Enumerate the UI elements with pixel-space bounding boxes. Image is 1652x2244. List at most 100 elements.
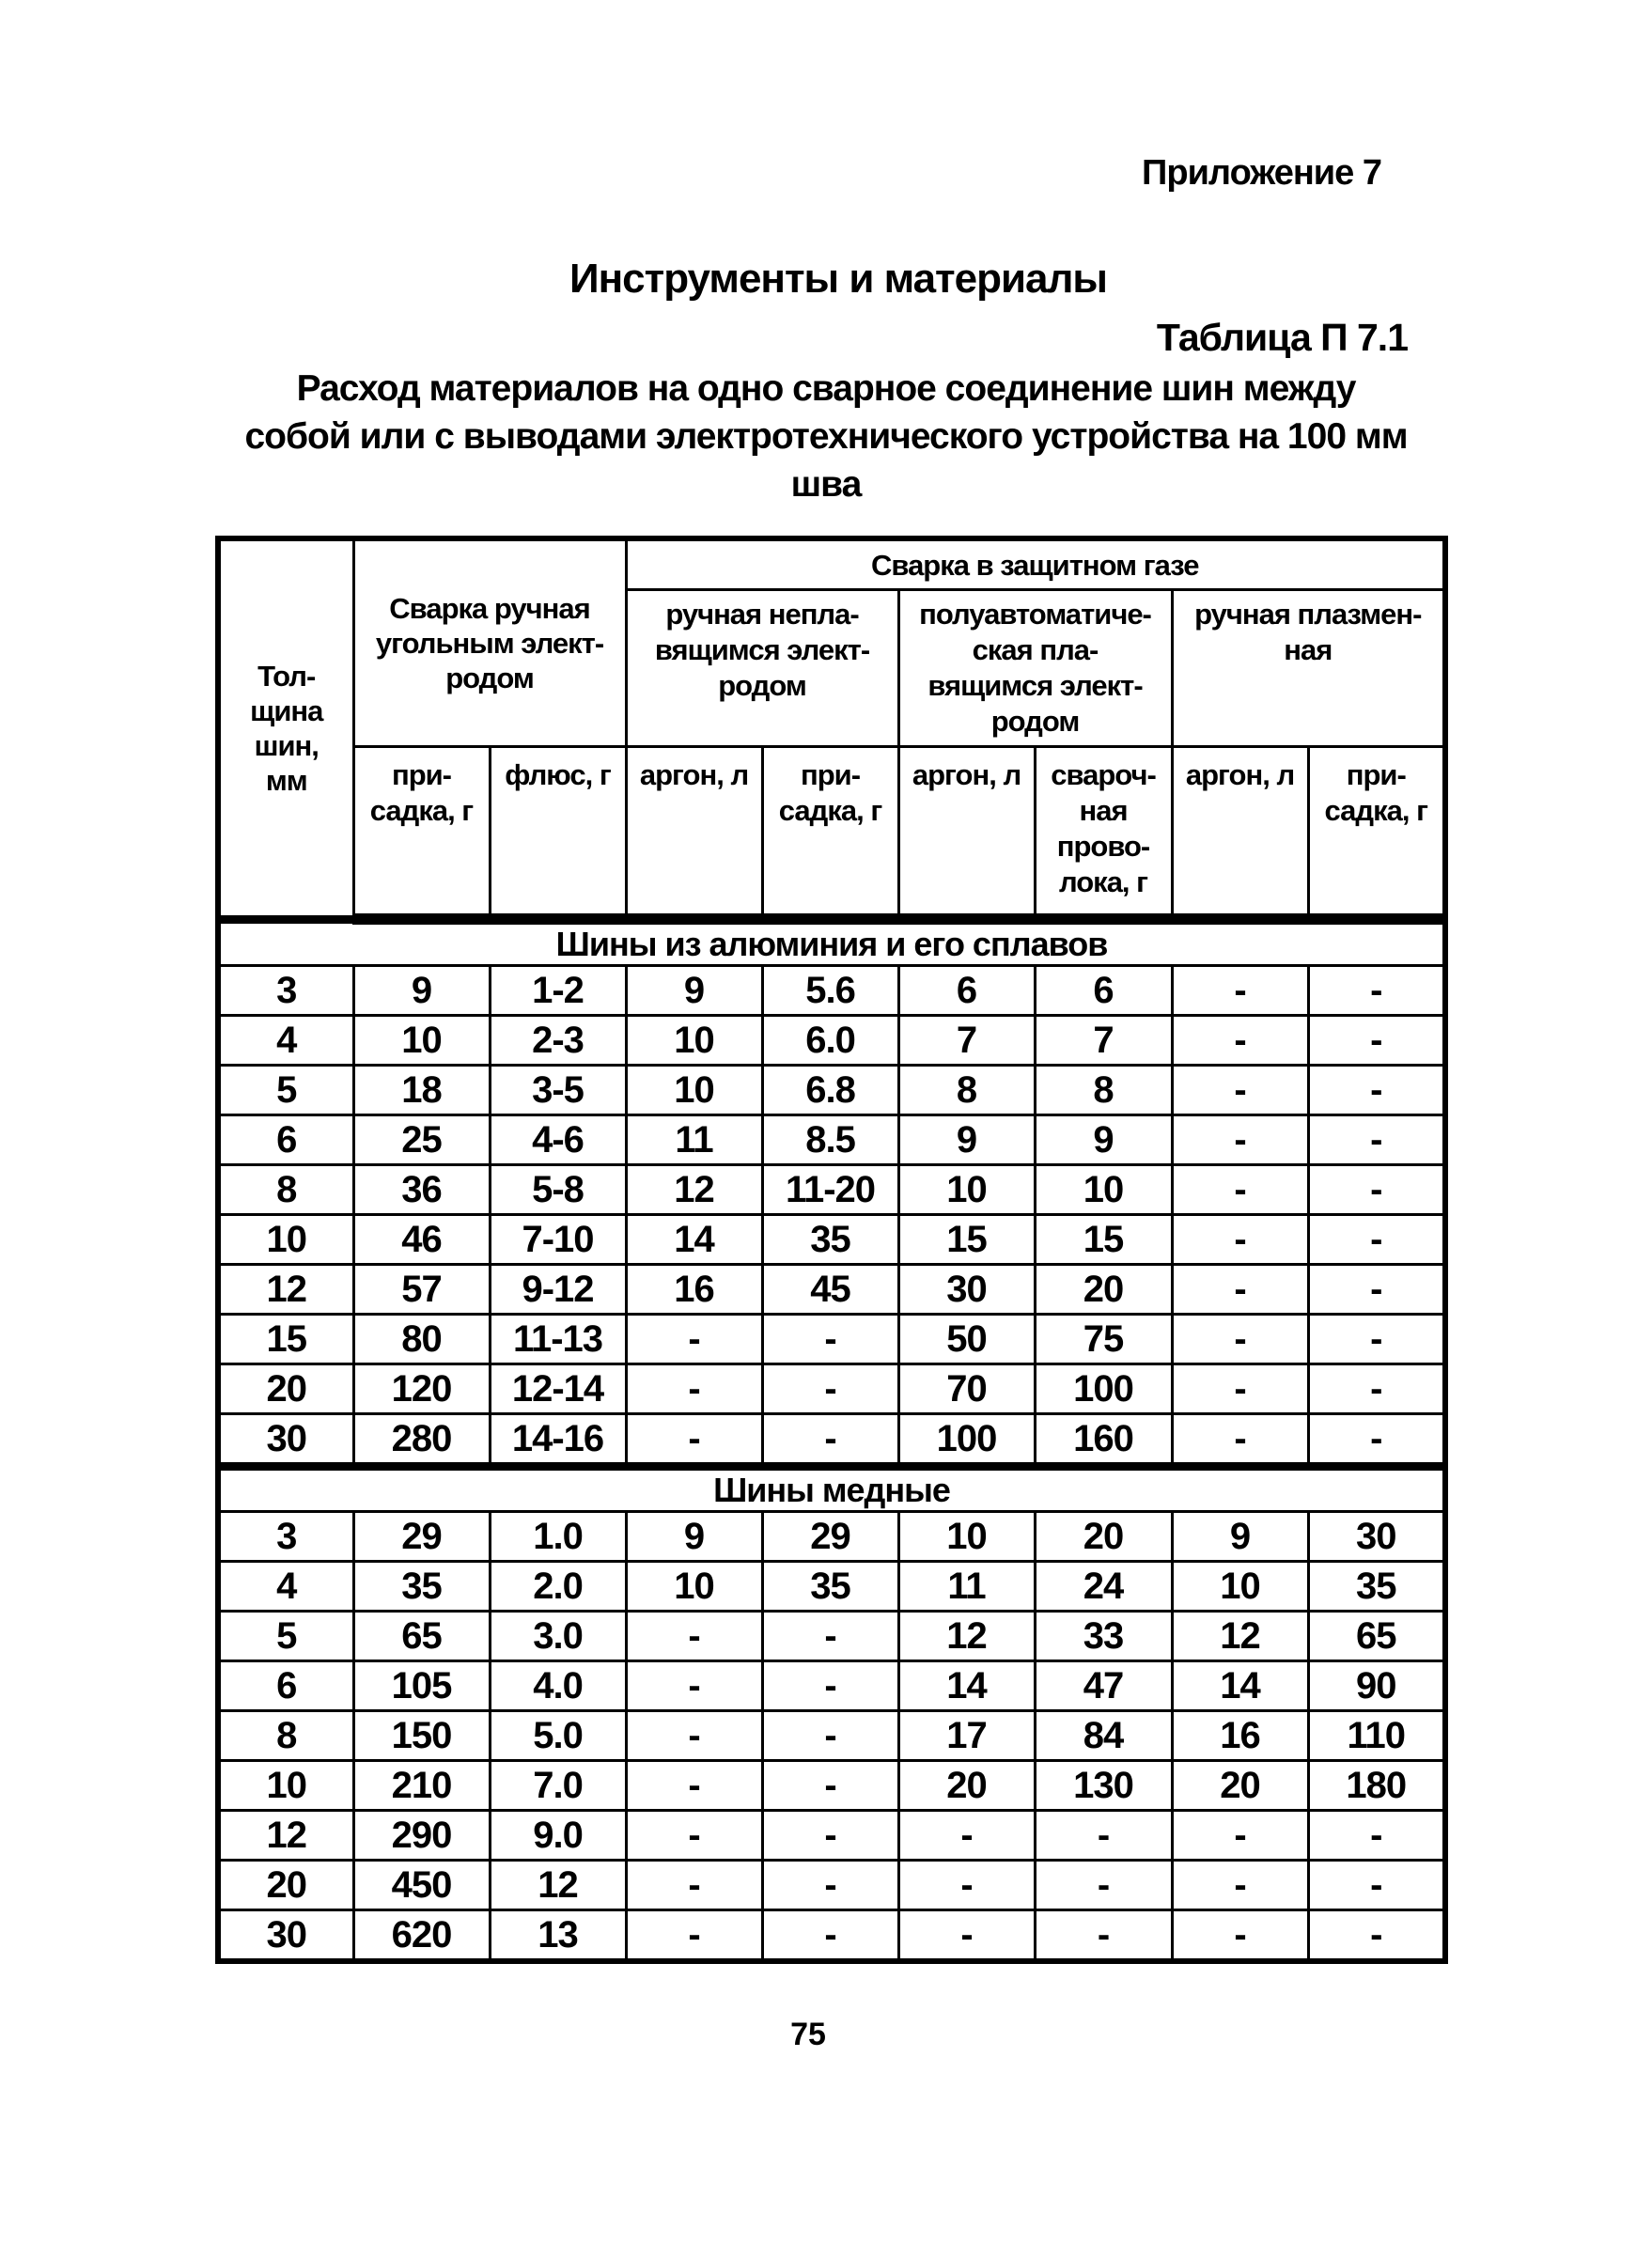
table-row: 30 280 14-16- -100 160- - — [216, 1412, 1447, 1468]
table-cell: 36 — [351, 1163, 491, 1216]
table-cell: - — [1033, 1859, 1174, 1911]
header-shielded-gas-welding: Сварка в защитном газе — [624, 537, 1447, 591]
table-cell: - — [1170, 964, 1310, 1017]
table-cell: 7-10 — [488, 1213, 628, 1266]
table-body: Шины из алюминия и его сплавов 3 9 1-2 9 5.6 6… — [216, 914, 1447, 1963]
table-cell: 450 — [351, 1859, 491, 1911]
table-number-label: Таблица П 7.1 — [1156, 316, 1409, 359]
table-row: 3 9 1-2 9 5.6 6 6- - — [216, 964, 1447, 1017]
table-cell: 5.6 — [760, 964, 900, 1017]
header-units-row: при- садка, г флюс, г аргон, л при- садк… — [218, 745, 1447, 925]
table-cell: 14 — [624, 1213, 764, 1266]
table-cell: 8 — [1033, 1064, 1174, 1116]
table-cell: 5-8 — [488, 1163, 628, 1216]
table-cell: - — [1170, 1363, 1310, 1415]
table-cell: - — [1170, 1213, 1310, 1266]
unit-header-cell: при- садка, г — [760, 745, 900, 925]
table-cell: 3.0 — [488, 1610, 628, 1662]
table-cell: 6 — [216, 1660, 355, 1712]
unit-header-cell: флюс, г — [488, 745, 628, 925]
table-cell: - — [896, 1859, 1036, 1911]
table-cell: 12 — [488, 1859, 628, 1911]
table-cell: - — [1170, 1412, 1310, 1468]
table-cell: - — [1170, 1263, 1310, 1316]
table-cell: 100 — [896, 1412, 1036, 1468]
table-cell: 15 — [1033, 1213, 1174, 1266]
header-manual-nonconsumable: ручная непла- вящимся элект- родом — [624, 588, 900, 748]
table-cell: - — [624, 1412, 764, 1468]
table-cell: 30 — [216, 1412, 355, 1468]
table-cell: 25 — [351, 1114, 491, 1166]
section-row: Шины медные — [216, 1462, 1447, 1513]
table-cell: 10 — [624, 1560, 764, 1613]
table-cell: 20 — [1033, 1510, 1174, 1563]
table-cell: 8.5 — [760, 1114, 900, 1166]
table-cell: 6 — [896, 964, 1036, 1017]
table-cell: - — [1170, 1809, 1310, 1862]
table-row: 12 57 9-12 16 45 30 20- - — [216, 1263, 1447, 1316]
table-cell: 6.0 — [760, 1014, 900, 1067]
section-row: Шины из алюминия и его сплавов — [216, 914, 1447, 967]
header-group-row: Тол- щина шин, мм Сварка ручная угольным… — [216, 537, 1447, 921]
table-cell: 12 — [1170, 1610, 1310, 1662]
table-cell: 9 — [896, 1114, 1036, 1166]
table-cell: 12-14 — [488, 1363, 628, 1415]
table-cell: 57 — [351, 1263, 491, 1316]
table-cell: 90 — [1306, 1660, 1447, 1712]
table-cell: 17 — [896, 1709, 1036, 1762]
page-number: 75 — [790, 2017, 826, 2052]
table-row: 6 25 4-6 11 8.5 9 9- - — [216, 1114, 1447, 1166]
unit-header-cell: при- садка, г — [1306, 745, 1447, 925]
table-cell: 9 — [1170, 1510, 1310, 1563]
table-cell: 35 — [1306, 1560, 1447, 1613]
table-cell: 8 — [896, 1064, 1036, 1116]
section-title: Шины медные — [216, 1462, 1447, 1513]
table-cell: 12 — [216, 1809, 355, 1862]
table-cell: - — [760, 1809, 900, 1862]
table-cell: - — [896, 1909, 1036, 1963]
table-cell: - — [760, 1313, 900, 1365]
table-cell: - — [1170, 1014, 1310, 1067]
table-cell: - — [1306, 964, 1447, 1017]
unit-header-cell: свароч- ная прово- лока, г — [1033, 745, 1174, 925]
table-cell: 9 — [1033, 1114, 1174, 1166]
table-cell: 30 — [896, 1263, 1036, 1316]
table-cell: - — [1306, 1313, 1447, 1365]
table-cell: 10 — [216, 1759, 355, 1812]
table-cell: 110 — [1306, 1709, 1447, 1762]
table-cell: 160 — [1033, 1412, 1174, 1468]
table-row: 8 150 5.0- -17 84 16 110 — [216, 1709, 1447, 1762]
table-cell: 10 — [624, 1064, 764, 1116]
table-header: Тол- щина шин, мм Сварка ручная угольным… — [216, 537, 1447, 925]
section-title: Шины из алюминия и его сплавов — [216, 914, 1447, 967]
table-cell: 4 — [216, 1560, 355, 1613]
table-cell: 130 — [1033, 1759, 1174, 1812]
table-cell: 1.0 — [488, 1510, 628, 1563]
table-cell: 15 — [896, 1213, 1036, 1266]
table-cell: 9 — [351, 964, 491, 1017]
table-cell: 20 — [1170, 1759, 1310, 1812]
table-cell: - — [624, 1363, 764, 1415]
table-cell: 80 — [351, 1313, 491, 1365]
table-cell: 3 — [216, 1510, 355, 1563]
table-row: 15 80 11-13- -50 75- - — [216, 1313, 1447, 1365]
table-cell: 5 — [216, 1064, 355, 1116]
table-subtitle: Расход материалов на одно сварное соедин… — [244, 368, 1408, 505]
table-cell: 12 — [216, 1263, 355, 1316]
table-cell: - — [624, 1759, 764, 1812]
document-title: Инструменты и материалы — [569, 256, 1108, 302]
table-cell: - — [1306, 1412, 1447, 1468]
table-cell: 6 — [1033, 964, 1174, 1017]
table-cell: - — [760, 1759, 900, 1812]
table-cell: 30 — [216, 1909, 355, 1963]
table-cell: 3-5 — [488, 1064, 628, 1116]
table-cell: 65 — [1306, 1610, 1447, 1662]
unit-header-cell: аргон, л — [896, 745, 1036, 925]
table-cell: 11 — [896, 1560, 1036, 1613]
table-row: 30 620 13- - - - - - — [216, 1909, 1447, 1963]
table-cell: - — [1306, 1014, 1447, 1067]
table-cell: 46 — [351, 1213, 491, 1266]
table-cell: 13 — [488, 1909, 628, 1963]
table-cell: 4 — [216, 1014, 355, 1067]
table-row: 8 36 5-8 12 11-20 10 10- - — [216, 1163, 1447, 1216]
